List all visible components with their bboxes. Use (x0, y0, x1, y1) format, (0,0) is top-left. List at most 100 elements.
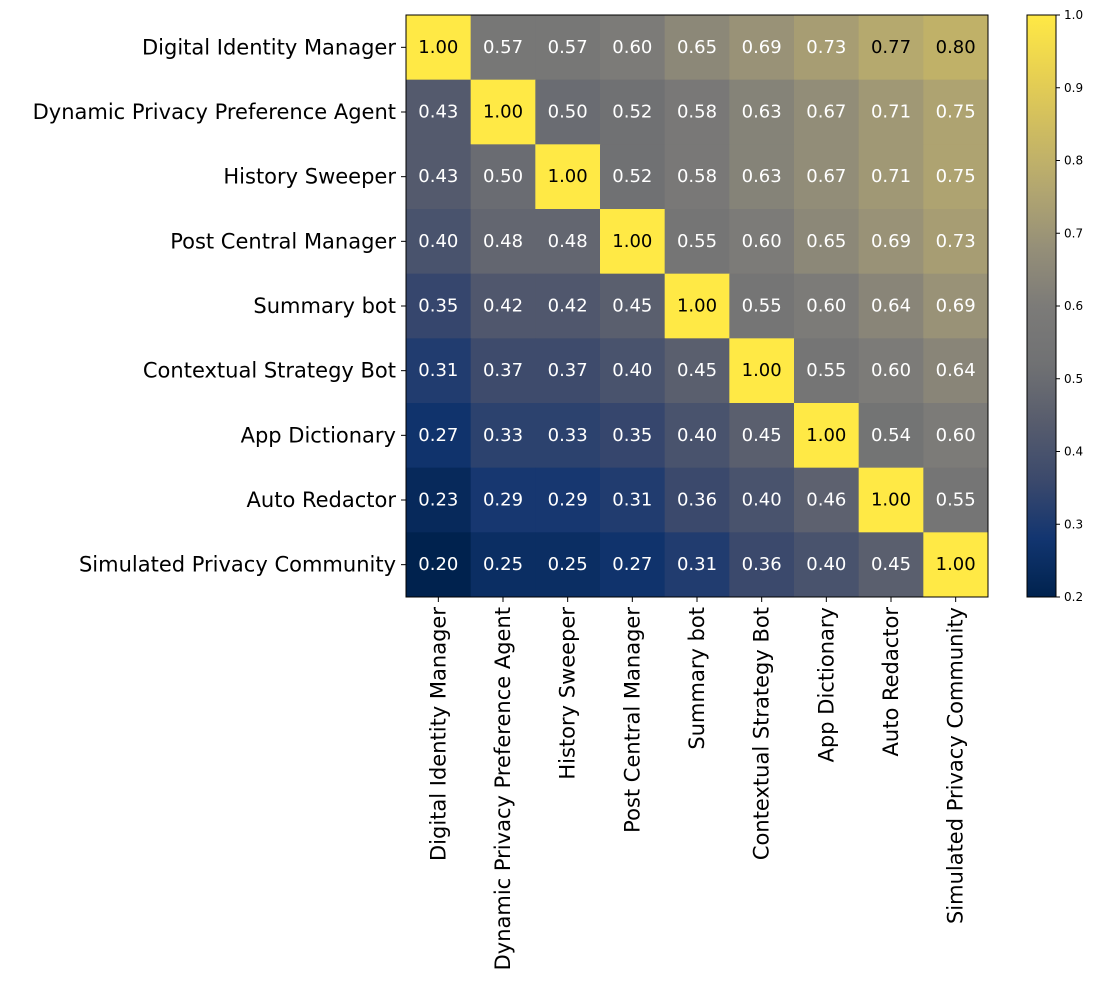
heatmap-cell (858, 273, 924, 339)
heatmap-cell (858, 144, 924, 210)
heatmap-cell (923, 467, 989, 533)
cell-value-label: 0.60 (612, 37, 652, 58)
heatmap-cell (406, 144, 472, 210)
y-tick-label: App Dictionary (241, 423, 396, 447)
heatmap-cell (664, 467, 730, 533)
heatmap-cell (858, 79, 924, 145)
colorbar-tick-label: 0.5 (1064, 372, 1083, 386)
cell-value-label: 0.63 (742, 166, 782, 187)
cell-value-label: 0.60 (871, 360, 911, 381)
cell-value-label: 1.00 (548, 166, 588, 187)
cell-value-label: 0.45 (677, 360, 717, 381)
heatmap-cell (535, 15, 601, 81)
cell-value-label: 0.48 (548, 231, 588, 252)
cell-value-label: 1.00 (418, 37, 458, 58)
heatmap-cell (406, 79, 472, 145)
heatmap-cell (664, 15, 730, 81)
heatmap-cell (535, 273, 601, 339)
heatmap-cell (858, 467, 924, 533)
heatmap-cell (470, 144, 536, 210)
heatmap-cell (470, 403, 536, 469)
x-tick-label: Post Central Manager (620, 607, 644, 833)
cell-value-label: 0.48 (483, 231, 523, 252)
cell-value-label: 0.64 (871, 296, 911, 317)
cell-value-label: 0.71 (871, 102, 911, 123)
cell-value-label: 0.71 (871, 166, 911, 187)
heatmap-cell (600, 532, 666, 598)
heatmap-cell (600, 403, 666, 469)
heatmap-cell (470, 338, 536, 404)
cell-value-label: 0.73 (806, 37, 846, 58)
heatmap-cell (794, 79, 860, 145)
cell-value-label: 0.73 (936, 231, 976, 252)
heatmap-cell (535, 79, 601, 145)
heatmap-cell (406, 403, 472, 469)
cell-value-label: 0.31 (612, 490, 652, 511)
heatmap-cell (794, 467, 860, 533)
cell-value-label: 0.63 (742, 102, 782, 123)
heatmap-cell (535, 338, 601, 404)
heatmap-cell (664, 144, 730, 210)
heatmap-cell (664, 273, 730, 339)
cell-value-label: 0.80 (936, 37, 976, 58)
heatmap-cell (470, 467, 536, 533)
cell-value-label: 0.42 (483, 296, 523, 317)
x-tick-label: History Sweeper (556, 607, 580, 780)
cell-value-label: 0.57 (483, 37, 523, 58)
cell-value-label: 0.36 (677, 490, 717, 511)
heatmap-cell (600, 79, 666, 145)
cell-value-label: 1.00 (742, 360, 782, 381)
cell-value-label: 0.29 (548, 490, 588, 511)
heatmap-cell (664, 79, 730, 145)
cell-value-label: 0.31 (677, 554, 717, 575)
cell-value-label: 0.27 (418, 425, 458, 446)
heatmap-cell (600, 144, 666, 210)
cell-value-label: 0.20 (418, 554, 458, 575)
y-tick-label: History Sweeper (223, 165, 396, 189)
x-tick-label: Summary bot (685, 607, 709, 750)
heatmap-cell (470, 273, 536, 339)
heatmap-cell (923, 209, 989, 275)
heatmap-cells: 1.00 0.57 0.57 0.60 0.65 0.69 0.73 0.77 0.80 0.43… (406, 15, 989, 598)
heatmap-cell (600, 273, 666, 339)
heatmap-cell (406, 532, 472, 598)
heatmap-cell (858, 209, 924, 275)
heatmap-cell (729, 79, 795, 145)
colorbar-tick-label: 0.6 (1064, 299, 1083, 313)
x-tick-label: Auto Redactor (879, 607, 903, 757)
cell-value-label: 0.58 (677, 166, 717, 187)
heatmap-cell (535, 467, 601, 533)
cell-value-label: 0.36 (742, 554, 782, 575)
cell-value-label: 0.57 (548, 37, 588, 58)
cell-value-label: 0.69 (742, 37, 782, 58)
heatmap-cell (470, 209, 536, 275)
colorbar-tick-label: 1.0 (1064, 8, 1083, 22)
heatmap-cell (729, 467, 795, 533)
cell-value-label: 0.25 (548, 554, 588, 575)
cell-value-label: 1.00 (483, 102, 523, 123)
cell-value-label: 0.50 (548, 102, 588, 123)
cell-value-label: 0.67 (806, 102, 846, 123)
cell-value-label: 0.33 (483, 425, 523, 446)
cell-value-label: 0.75 (936, 102, 976, 123)
cell-value-label: 0.58 (677, 102, 717, 123)
cell-value-label: 0.69 (871, 231, 911, 252)
heatmap-cell (470, 532, 536, 598)
heatmap-cell (794, 403, 860, 469)
cell-value-label: 0.60 (936, 425, 976, 446)
heatmap-cell (923, 79, 989, 145)
heatmap-cell (600, 209, 666, 275)
cell-value-label: 1.00 (806, 425, 846, 446)
cell-value-label: 0.55 (677, 231, 717, 252)
cell-value-label: 0.55 (742, 296, 782, 317)
cell-value-label: 0.33 (548, 425, 588, 446)
cell-value-label: 0.52 (612, 166, 652, 187)
colorbar-tick-label: 0.3 (1064, 517, 1083, 531)
cell-value-label: 0.40 (806, 554, 846, 575)
heatmap-cell (794, 532, 860, 598)
heatmap-cell (923, 532, 989, 598)
heatmap-cell (794, 144, 860, 210)
heatmap-cell (729, 403, 795, 469)
heatmap-cell (729, 338, 795, 404)
